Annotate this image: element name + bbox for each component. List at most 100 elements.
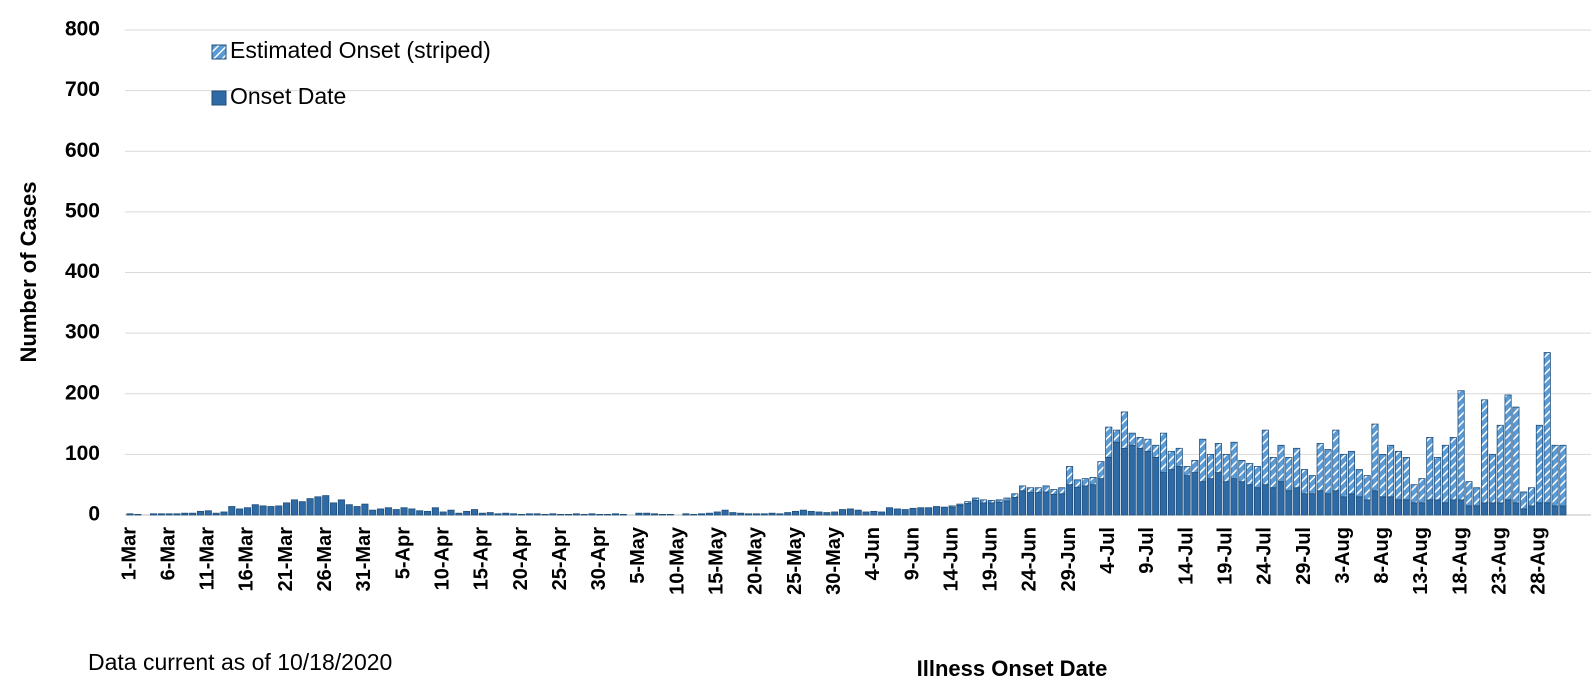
x-tick-label: 13-Aug xyxy=(1410,527,1432,595)
bar xyxy=(510,513,518,516)
bar-estimated xyxy=(1410,484,1418,504)
bar xyxy=(1089,484,1097,516)
x-tick-label: 14-Jul xyxy=(1175,527,1197,585)
bar xyxy=(885,507,894,516)
bar xyxy=(1136,447,1144,516)
bar-estimated xyxy=(1394,450,1402,501)
bar xyxy=(705,512,713,516)
bar xyxy=(1449,499,1457,516)
bar xyxy=(1277,481,1285,516)
bar-estimated xyxy=(979,499,988,504)
bar-estimated xyxy=(1066,466,1074,486)
bar xyxy=(1473,505,1481,516)
bar xyxy=(1113,441,1121,516)
bar-estimated xyxy=(1426,436,1434,501)
x-tick-label: 5-Apr xyxy=(392,527,414,579)
bar-estimated xyxy=(1340,453,1348,498)
bar xyxy=(682,513,690,516)
bar xyxy=(932,506,941,516)
bar xyxy=(1105,457,1113,516)
bar-estimated xyxy=(1144,438,1152,452)
bar-estimated xyxy=(1136,436,1144,449)
bar xyxy=(431,507,439,516)
bar-estimated xyxy=(1222,453,1230,483)
bar xyxy=(392,509,400,516)
bar xyxy=(940,506,948,516)
legend-swatch xyxy=(211,44,227,60)
bar-estimated xyxy=(1332,429,1340,492)
bar xyxy=(212,512,220,516)
bar-estimated xyxy=(1097,461,1105,480)
bar-estimated xyxy=(1238,460,1246,483)
bar xyxy=(220,511,228,516)
legend-label: Onset Date xyxy=(230,83,346,109)
bar-estimated xyxy=(1496,424,1504,504)
bar xyxy=(181,512,189,516)
bar xyxy=(635,512,643,516)
bar xyxy=(283,502,291,516)
bar xyxy=(1152,457,1160,516)
bar xyxy=(1387,496,1395,516)
x-tick-label: 16-Mar xyxy=(236,527,258,592)
bar xyxy=(1199,481,1207,516)
bar xyxy=(948,506,956,516)
bar xyxy=(173,513,181,516)
bar-estimated xyxy=(1246,463,1254,486)
bar xyxy=(1332,490,1340,516)
bar-estimated xyxy=(1418,478,1426,504)
bar-estimated xyxy=(1042,485,1050,493)
bar xyxy=(1543,502,1551,516)
bar-estimated xyxy=(1528,487,1536,507)
bar xyxy=(377,508,385,516)
x-tick-label: 4-Jul xyxy=(1097,527,1119,574)
x-tick-label: 28-Aug xyxy=(1528,527,1550,595)
bar xyxy=(925,507,933,516)
y-tick-label: 200 xyxy=(65,381,100,404)
bar xyxy=(502,512,510,516)
bar-estimated xyxy=(1504,394,1512,501)
bar xyxy=(651,513,659,516)
bar-estimated xyxy=(1324,449,1332,495)
bar-estimated xyxy=(1293,447,1301,489)
bar xyxy=(1238,481,1246,516)
bar xyxy=(1183,475,1191,516)
x-tick-label: 11-Mar xyxy=(197,527,219,591)
bar xyxy=(854,509,862,516)
bar xyxy=(243,507,251,516)
bar-estimated xyxy=(1073,479,1081,488)
bar-estimated xyxy=(1285,457,1293,492)
bar xyxy=(596,513,604,516)
bar xyxy=(784,512,792,516)
bar-estimated xyxy=(1207,453,1215,480)
x-tick-label: 23-Aug xyxy=(1489,527,1511,595)
bar xyxy=(1347,493,1356,516)
bar xyxy=(862,511,870,516)
bar xyxy=(149,513,158,516)
bar xyxy=(1457,499,1465,516)
bar xyxy=(807,510,815,516)
x-tick-label: 10-Apr xyxy=(431,527,453,591)
bar xyxy=(1520,508,1528,516)
bar xyxy=(1081,485,1089,516)
bar-estimated xyxy=(1512,406,1520,504)
bar xyxy=(760,513,768,516)
bar xyxy=(1434,499,1442,516)
bar-estimated xyxy=(1253,466,1262,489)
bar xyxy=(400,507,408,516)
bar xyxy=(306,498,314,516)
bar xyxy=(987,502,995,516)
bar xyxy=(1551,505,1559,516)
x-tick-label: 20-Apr xyxy=(510,527,532,591)
y-tick-label: 600 xyxy=(65,139,100,162)
bar xyxy=(189,512,197,516)
bar xyxy=(298,501,306,516)
bar xyxy=(322,495,330,516)
bar-estimated xyxy=(1034,487,1042,493)
bar xyxy=(369,509,377,516)
x-tick-label: 9-Jul xyxy=(1136,527,1158,574)
bar xyxy=(1300,493,1309,516)
x-tick-label: 9-Jun xyxy=(901,527,923,580)
bar xyxy=(1144,450,1152,516)
bar xyxy=(1316,490,1324,516)
